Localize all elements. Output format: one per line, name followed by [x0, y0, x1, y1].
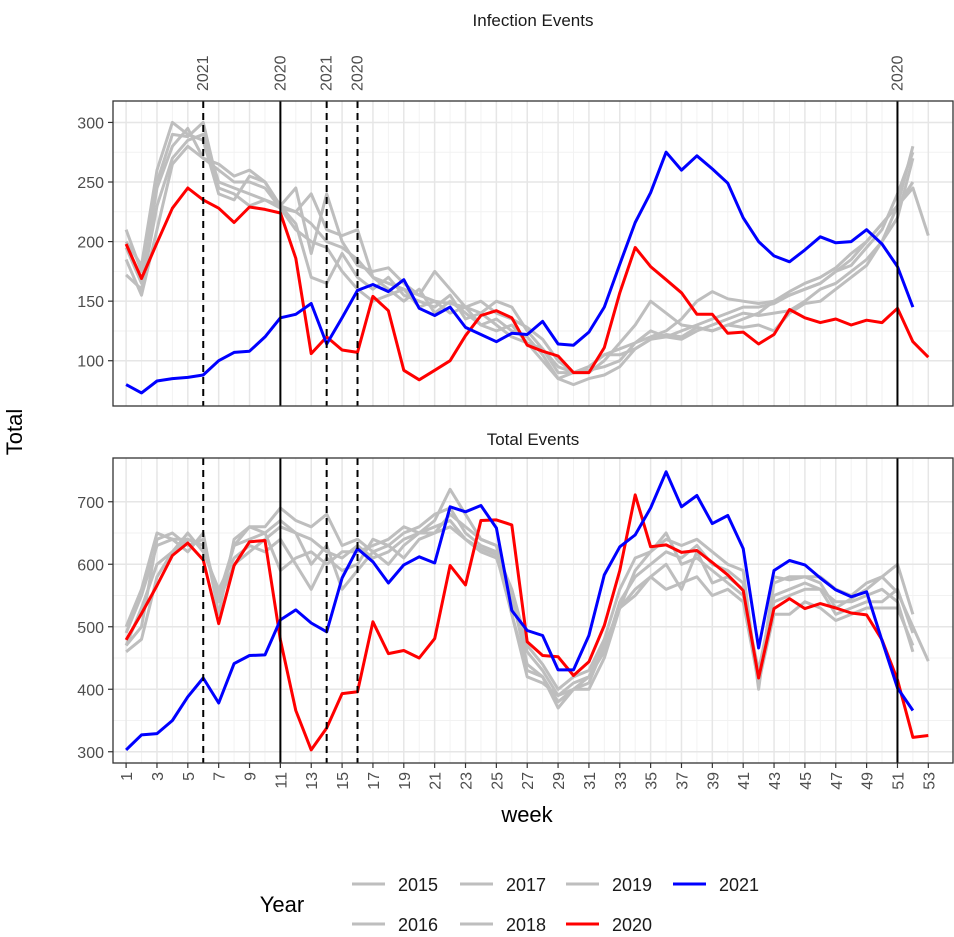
y-tick-label: 300 [77, 115, 104, 132]
legend-label: 2017 [506, 875, 546, 895]
legend-label: 2018 [506, 915, 546, 932]
panel-border [112, 100, 954, 407]
x-tick-label: 3 [150, 772, 167, 781]
reference-label: 2021 [195, 55, 212, 91]
y-tick-label: 150 [77, 294, 104, 311]
reference-label: 2020 [350, 55, 367, 91]
legend-label: 2016 [398, 915, 438, 932]
x-tick-label: 17 [366, 772, 383, 790]
x-tick-label: 37 [674, 772, 691, 790]
x-tick-label: 5 [181, 772, 198, 781]
series-line [124, 519, 915, 697]
series-line [125, 506, 915, 691]
y-tick-label: 100 [77, 354, 104, 371]
series-line [124, 120, 915, 381]
series-line [124, 512, 915, 697]
x-tick-label: 43 [767, 772, 784, 790]
facet-title: Total Events [487, 430, 580, 449]
x-tick-label: 41 [736, 772, 753, 790]
x-tick-label: 7 [212, 772, 229, 781]
legend-label: 2015 [398, 875, 438, 895]
x-tick-label: 29 [551, 772, 568, 790]
y-tick-label: 250 [77, 175, 104, 192]
panel-border [112, 457, 954, 764]
y-tick-label: 500 [77, 620, 104, 637]
x-tick-label: 19 [397, 772, 414, 790]
x-tick-label: 33 [613, 772, 630, 790]
y-axis-title: Total [2, 409, 27, 455]
reference-label: 2020 [889, 55, 906, 91]
x-tick-label: 35 [644, 772, 661, 790]
legend-label: 2020 [612, 915, 652, 932]
reference-label: 2021 [319, 55, 336, 91]
series-line [124, 525, 930, 704]
x-tick-label: 27 [520, 772, 537, 790]
x-tick-label: 47 [829, 772, 846, 790]
y-tick-label: 600 [77, 557, 104, 574]
y-tick-label: 700 [77, 495, 104, 512]
x-axis-title: week [500, 802, 553, 827]
x-tick-label: 23 [459, 772, 476, 790]
legend-title: Year [260, 892, 304, 917]
x-tick-label: 45 [798, 772, 815, 790]
x-tick-label: 13 [304, 772, 321, 790]
x-tick-label: 51 [890, 772, 907, 790]
series-line [125, 150, 915, 395]
reference-label: 2020 [272, 55, 289, 91]
facet-title: Infection Events [473, 11, 594, 30]
series-line [124, 144, 915, 375]
x-tick-label: 39 [705, 772, 722, 790]
x-tick-label: 15 [335, 772, 352, 790]
legend-label: 2021 [719, 875, 759, 895]
y-tick-label: 400 [77, 682, 104, 699]
x-tick-label: 11 [273, 772, 290, 789]
x-tick-label: 1 [119, 772, 136, 781]
y-tick-label: 300 [77, 745, 104, 762]
panel-background [113, 458, 953, 763]
x-tick-label: 53 [921, 772, 938, 790]
x-tick-label: 21 [428, 772, 445, 790]
legend-label: 2019 [612, 875, 652, 895]
y-tick-label: 200 [77, 235, 104, 252]
series-line [124, 186, 930, 382]
x-tick-label: 31 [582, 772, 599, 790]
series-line [124, 493, 929, 752]
x-tick-label: 49 [860, 772, 877, 790]
x-tick-label: 25 [489, 772, 506, 790]
series-line [125, 470, 915, 751]
x-tick-label: 9 [243, 772, 260, 781]
